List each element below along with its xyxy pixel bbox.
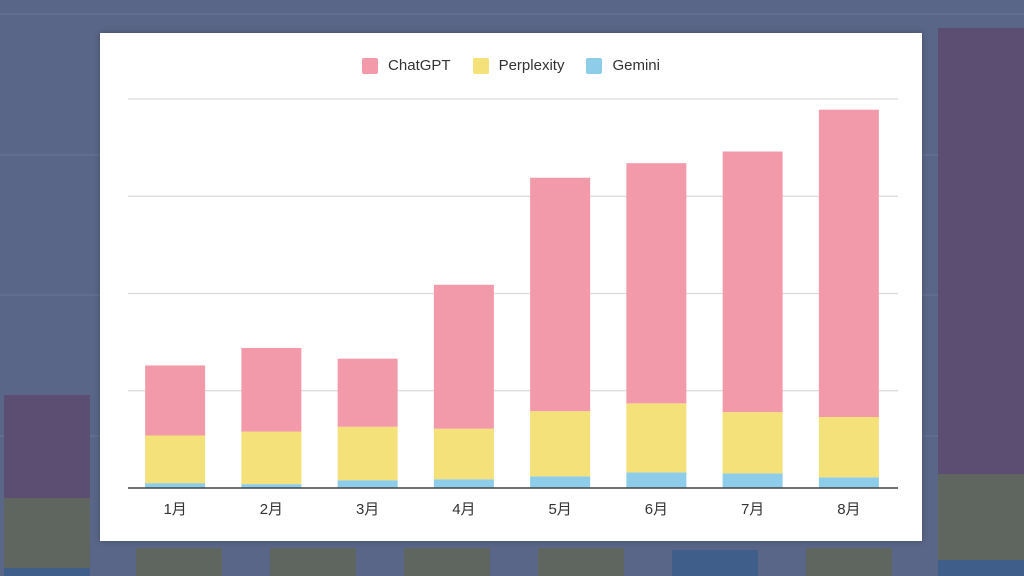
background-bar — [270, 548, 356, 576]
bar-gemini-8[interactable] — [818, 477, 879, 488]
bar-perplexity-2[interactable] — [241, 431, 302, 485]
background-bar — [672, 550, 758, 576]
stacked-bar-chart: 1月 2月 3月 4月 5月 6月 7月 8月 — [128, 98, 898, 518]
bar-perplexity-7[interactable] — [722, 412, 783, 474]
bar-chatgpt-6[interactable] — [626, 163, 687, 404]
background-bar — [938, 474, 1024, 560]
x-tick-label: 8月 — [837, 501, 860, 518]
bar-gemini-5[interactable] — [530, 476, 591, 488]
x-tick-label: 4月 — [452, 501, 475, 518]
x-tick-label: 6月 — [645, 501, 668, 518]
background-bar — [136, 548, 222, 576]
background-bar — [938, 28, 1024, 474]
legend: ChatGPT Perplexity Gemini — [100, 57, 922, 74]
bar-perplexity-5[interactable] — [530, 411, 591, 477]
bar-chatgpt-8[interactable] — [818, 109, 879, 418]
chart-card: ChatGPT Perplexity Gemini 1月 2月 3月 4月 5月 6月 7月… — [100, 33, 922, 541]
background-bar — [538, 548, 624, 576]
bar-gemini-3[interactable] — [337, 480, 398, 488]
legend-swatch-chatgpt — [362, 57, 379, 74]
x-tick-label: 3月 — [356, 501, 379, 518]
legend-swatch-gemini — [586, 57, 603, 74]
bar-gemini-6[interactable] — [626, 472, 687, 488]
bar-gemini-4[interactable] — [433, 479, 494, 488]
bar-chatgpt-1[interactable] — [145, 365, 206, 436]
background-bar — [938, 560, 1024, 576]
x-tick-label: 5月 — [548, 501, 571, 518]
bar-perplexity-1[interactable] — [145, 435, 206, 484]
background-bar — [4, 498, 90, 568]
x-tick-label: 1月 — [163, 501, 186, 518]
legend-item-perplexity[interactable]: Perplexity — [472, 57, 565, 74]
legend-label-gemini: Gemini — [612, 57, 660, 74]
bar-chatgpt-4[interactable] — [433, 284, 494, 429]
background-bar — [4, 395, 90, 498]
bar-chatgpt-5[interactable] — [530, 177, 591, 412]
bar-gemini-7[interactable] — [722, 473, 783, 488]
legend-swatch-perplexity — [472, 57, 489, 74]
bar-perplexity-6[interactable] — [626, 403, 687, 473]
background-bar — [4, 568, 90, 576]
bar-gemini-1[interactable] — [145, 483, 206, 488]
bar-perplexity-3[interactable] — [337, 426, 398, 481]
background-bar — [806, 548, 892, 576]
legend-item-gemini[interactable]: Gemini — [586, 57, 660, 74]
bar-chatgpt-2[interactable] — [241, 347, 302, 432]
bar-perplexity-4[interactable] — [433, 428, 494, 480]
bar-perplexity-8[interactable] — [818, 417, 879, 478]
legend-label-perplexity: Perplexity — [498, 57, 565, 74]
bar-chatgpt-7[interactable] — [722, 151, 783, 413]
legend-item-chatgpt[interactable]: ChatGPT — [362, 57, 451, 74]
bar-chatgpt-3[interactable] — [337, 358, 398, 427]
legend-label-chatgpt: ChatGPT — [388, 57, 451, 74]
x-tick-label: 7月 — [741, 501, 764, 518]
bar-gemini-2[interactable] — [241, 484, 302, 488]
background-bar — [404, 548, 490, 576]
x-tick-label: 2月 — [260, 501, 283, 518]
